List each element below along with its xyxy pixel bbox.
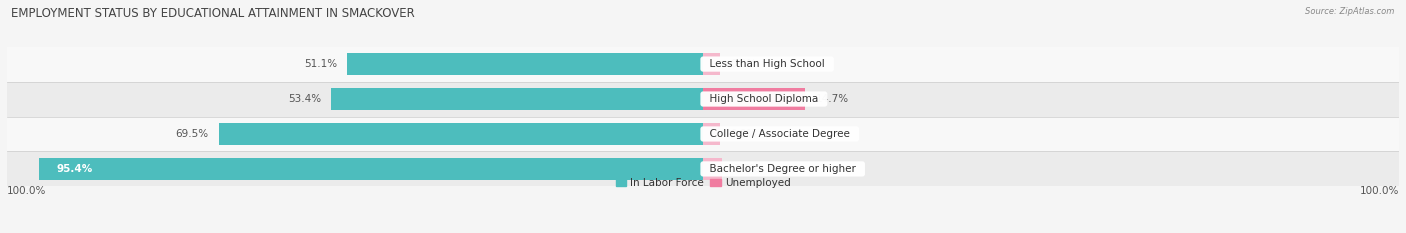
Legend: In Labor Force, Unemployed: In Labor Force, Unemployed: [612, 174, 794, 192]
Text: College / Associate Degree: College / Associate Degree: [703, 129, 856, 139]
Bar: [39, 158, 703, 180]
Bar: [703, 53, 720, 75]
Text: 2.8%: 2.8%: [733, 164, 759, 174]
Text: Source: ZipAtlas.com: Source: ZipAtlas.com: [1305, 7, 1395, 16]
Text: Less than High School: Less than High School: [703, 59, 831, 69]
Text: 53.4%: 53.4%: [288, 94, 321, 104]
Bar: [703, 88, 806, 110]
Text: 100.0%: 100.0%: [7, 186, 46, 196]
Text: 0.0%: 0.0%: [731, 59, 756, 69]
Bar: [7, 47, 1399, 82]
Text: 14.7%: 14.7%: [815, 94, 849, 104]
Text: 0.0%: 0.0%: [731, 129, 756, 139]
Bar: [7, 151, 1399, 186]
Text: Bachelor's Degree or higher: Bachelor's Degree or higher: [703, 164, 862, 174]
Bar: [7, 82, 1399, 116]
Bar: [332, 88, 703, 110]
Text: 100.0%: 100.0%: [1360, 186, 1399, 196]
Text: High School Diploma: High School Diploma: [703, 94, 825, 104]
Bar: [703, 158, 723, 180]
Text: EMPLOYMENT STATUS BY EDUCATIONAL ATTAINMENT IN SMACKOVER: EMPLOYMENT STATUS BY EDUCATIONAL ATTAINM…: [11, 7, 415, 20]
Text: 51.1%: 51.1%: [304, 59, 337, 69]
Bar: [7, 116, 1399, 151]
Text: 95.4%: 95.4%: [56, 164, 93, 174]
Bar: [703, 123, 720, 145]
Bar: [219, 123, 703, 145]
Bar: [347, 53, 703, 75]
Text: 69.5%: 69.5%: [176, 129, 209, 139]
